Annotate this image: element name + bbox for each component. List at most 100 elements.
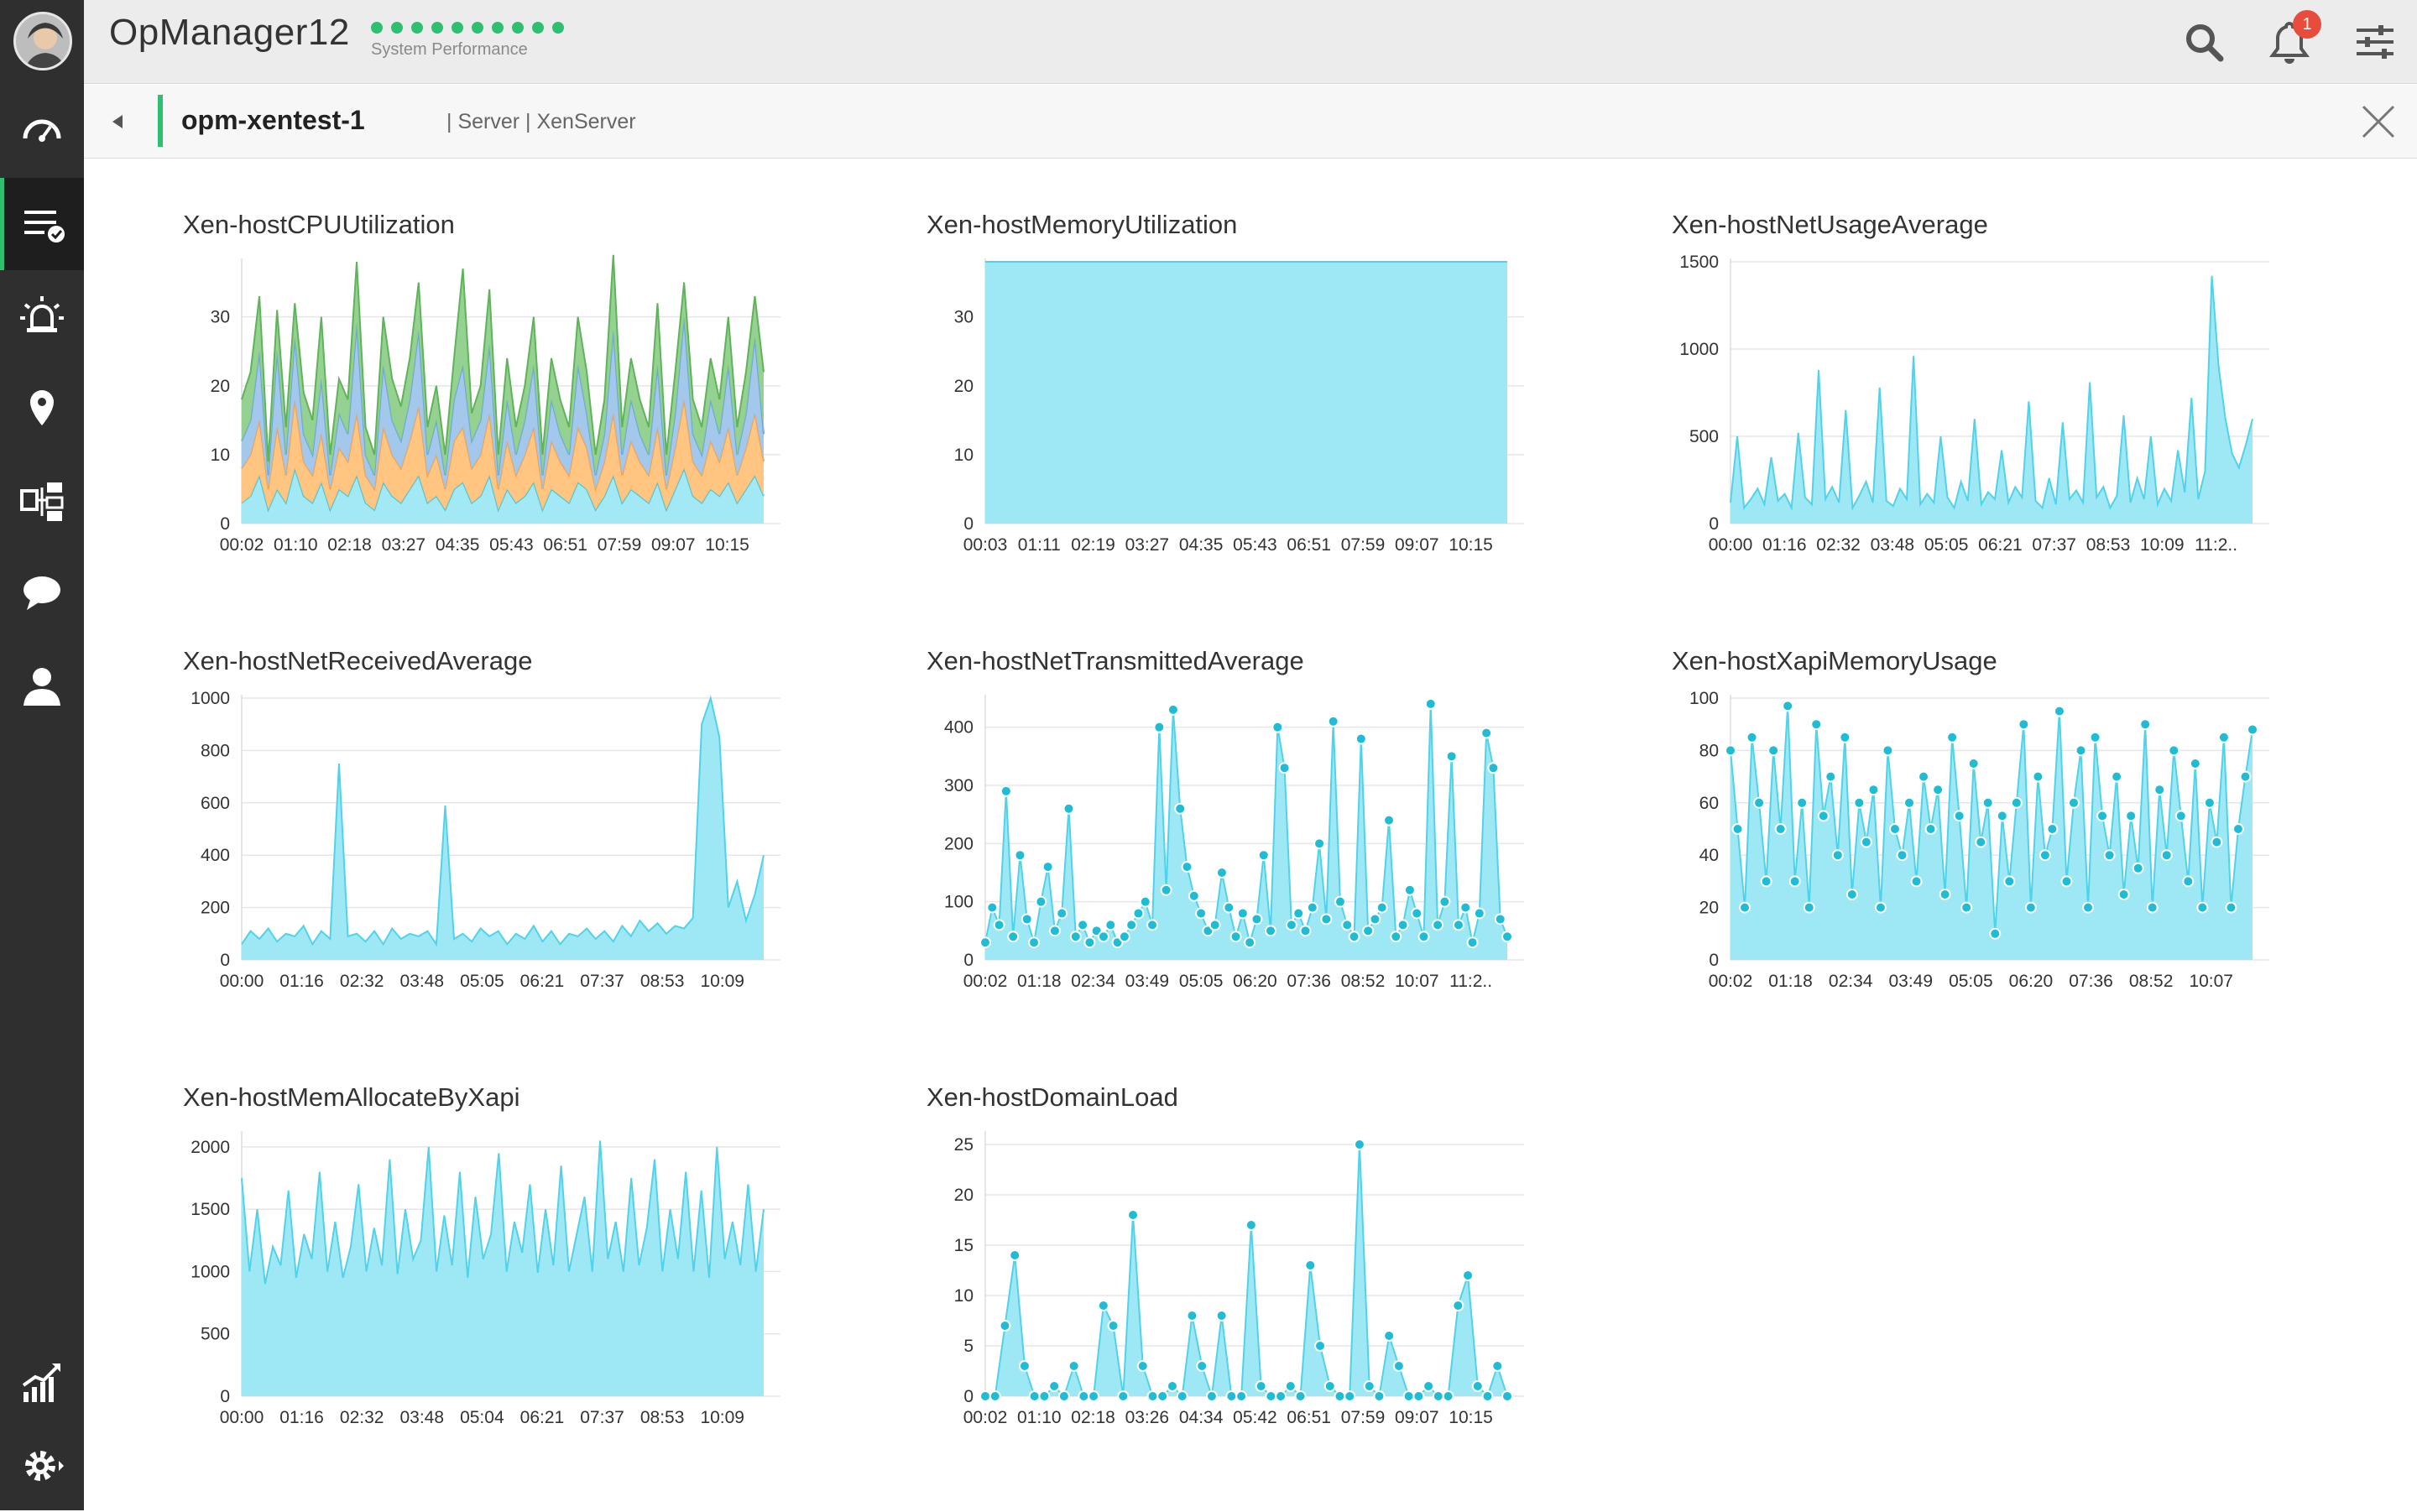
data-point[interactable]	[1903, 796, 1916, 809]
data-point[interactable]	[1068, 1360, 1080, 1372]
data-point[interactable]	[1304, 1259, 1317, 1271]
data-point[interactable]	[1924, 823, 1937, 835]
data-point[interactable]	[2003, 875, 2016, 888]
data-point[interactable]	[1860, 836, 1872, 848]
data-point[interactable]	[2053, 705, 2065, 717]
data-point[interactable]	[1244, 936, 1256, 949]
data-point[interactable]	[1097, 1300, 1109, 1311]
data-point[interactable]	[1014, 849, 1026, 862]
data-point[interactable]	[1265, 925, 1277, 937]
data-point[interactable]	[1125, 919, 1138, 931]
data-point[interactable]	[1208, 919, 1221, 931]
search-button[interactable]	[2179, 17, 2229, 67]
data-point[interactable]	[2174, 810, 2187, 822]
data-point[interactable]	[1057, 1390, 1070, 1402]
data-point[interactable]	[2010, 796, 2023, 809]
data-point[interactable]	[1000, 785, 1012, 797]
data-point[interactable]	[1411, 907, 1423, 920]
avatar[interactable]	[13, 12, 72, 70]
data-point[interactable]	[1403, 884, 1416, 896]
data-point[interactable]	[2203, 796, 2216, 809]
nav-settings[interactable]	[0, 1420, 84, 1512]
data-point[interactable]	[1235, 1390, 1248, 1402]
data-point[interactable]	[2125, 810, 2138, 822]
data-point[interactable]	[1471, 1380, 1484, 1392]
data-point[interactable]	[2117, 889, 2130, 900]
data-point[interactable]	[1257, 849, 1270, 862]
data-point[interactable]	[1996, 810, 2008, 822]
chart-panel-net-transmitted[interactable]: Xen-hostNetTransmittedAverage 0 100 200 300…	[927, 646, 1564, 1032]
data-point[interactable]	[1009, 1249, 1021, 1261]
data-point[interactable]	[1186, 1310, 1198, 1322]
data-point[interactable]	[1156, 1390, 1169, 1402]
data-point[interactable]	[1491, 1360, 1504, 1372]
data-point[interactable]	[1423, 1380, 1435, 1392]
collapse-button[interactable]	[106, 110, 129, 133]
data-point[interactable]	[1250, 913, 1263, 925]
nav-inventory[interactable]	[0, 178, 84, 270]
data-point[interactable]	[1459, 901, 1472, 914]
data-point[interactable]	[1271, 721, 1284, 733]
data-point[interactable]	[2189, 758, 2201, 769]
data-point[interactable]	[1402, 1390, 1415, 1402]
data-point[interactable]	[1432, 919, 1444, 931]
data-point[interactable]	[2046, 823, 2059, 835]
data-point[interactable]	[1167, 703, 1179, 716]
data-point[interactable]	[1127, 1209, 1140, 1221]
data-point[interactable]	[1088, 1390, 1100, 1402]
data-point[interactable]	[2160, 849, 2173, 862]
data-point[interactable]	[1981, 796, 1994, 809]
data-point[interactable]	[2060, 875, 2073, 888]
data-point[interactable]	[1466, 936, 1479, 949]
data-point[interactable]	[1021, 913, 1033, 925]
data-point[interactable]	[1117, 1390, 1130, 1402]
data-point[interactable]	[1334, 895, 1346, 908]
data-point[interactable]	[2225, 901, 2237, 914]
data-point[interactable]	[1153, 721, 1166, 733]
data-point[interactable]	[1796, 796, 1809, 809]
data-point[interactable]	[1215, 867, 1228, 879]
data-point[interactable]	[2132, 862, 2144, 874]
data-point[interactable]	[2139, 718, 2152, 731]
data-point[interactable]	[1501, 931, 1513, 943]
data-point[interactable]	[1048, 925, 1061, 937]
chart-panel-domain-load[interactable]: Xen-hostDomainLoad 0 5 10 15 20 25 00:02 01:10 0…	[927, 1082, 1564, 1468]
data-point[interactable]	[1782, 700, 1794, 712]
data-point[interactable]	[2146, 901, 2159, 914]
data-point[interactable]	[1882, 744, 1894, 757]
chart-panel-memory[interactable]: Xen-hostMemoryUtilization 0 10 20 30 00:03 01…	[927, 210, 1564, 596]
data-point[interactable]	[2075, 744, 2087, 757]
data-point[interactable]	[1376, 901, 1388, 914]
data-point[interactable]	[1355, 733, 1367, 745]
nav-chat[interactable]	[0, 547, 84, 639]
data-point[interactable]	[1341, 919, 1354, 931]
data-point[interactable]	[1760, 875, 1772, 888]
data-point[interactable]	[1292, 907, 1305, 920]
data-point[interactable]	[2082, 901, 2095, 914]
data-point[interactable]	[1803, 901, 1815, 914]
data-point[interactable]	[1245, 1219, 1257, 1231]
data-point[interactable]	[1369, 913, 1381, 925]
data-point[interactable]	[1867, 784, 1880, 796]
data-point[interactable]	[1028, 936, 1041, 949]
data-point[interactable]	[1731, 823, 1744, 835]
data-point[interactable]	[1275, 1390, 1287, 1402]
data-point[interactable]	[1452, 1300, 1464, 1311]
data-point[interactable]	[1278, 762, 1291, 774]
data-point[interactable]	[1195, 907, 1208, 920]
data-point[interactable]	[1229, 931, 1242, 943]
data-point[interactable]	[1918, 770, 1930, 783]
data-point[interactable]	[1160, 884, 1172, 896]
chart-panel-xapi-memory[interactable]: Xen-hostXapiMemoryUsage 0 20 40 60 80 100 00:0…	[1672, 646, 2310, 1032]
data-point[interactable]	[1396, 919, 1409, 931]
data-point[interactable]	[1487, 762, 1500, 774]
chart-panel-cpu[interactable]: Xen-hostCPUUtilization 0 10 20 30 00:02 01:10…	[183, 210, 821, 596]
data-point[interactable]	[2217, 731, 2230, 743]
data-point[interactable]	[1946, 731, 1959, 743]
data-point[interactable]	[1146, 919, 1159, 931]
data-point[interactable]	[2196, 901, 2209, 914]
data-point[interactable]	[1323, 1380, 1336, 1392]
data-point[interactable]	[1932, 784, 1945, 796]
data-point[interactable]	[1107, 1320, 1120, 1332]
data-point[interactable]	[1196, 1360, 1208, 1372]
